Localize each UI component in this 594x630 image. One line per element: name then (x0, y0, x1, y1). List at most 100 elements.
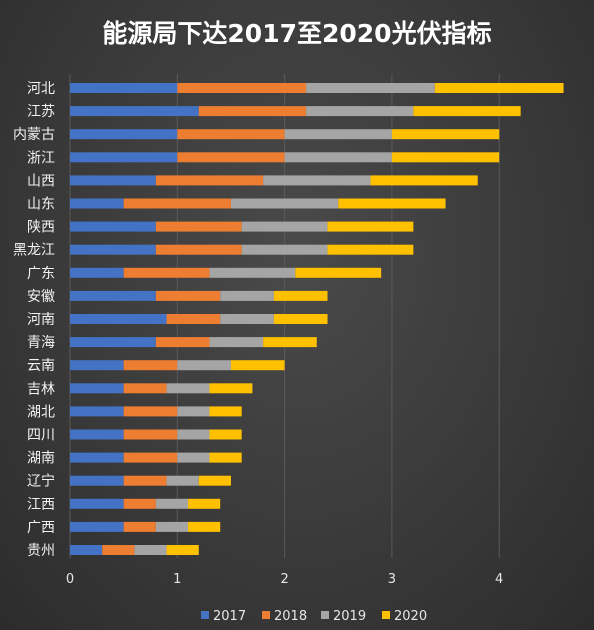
bar-2017-7 (70, 244, 156, 255)
category-label: 黑龙江 (13, 243, 55, 259)
bar-2017-0 (70, 83, 178, 93)
bar-2019-14 (177, 406, 210, 417)
bar-2019-17 (166, 475, 199, 486)
bar-2018-6 (155, 221, 242, 232)
category-label: 安徽 (27, 289, 55, 305)
x-tick-label: 2 (280, 572, 288, 587)
bar-2019-5 (230, 198, 339, 209)
bar-2020-18 (188, 498, 221, 509)
bar-2017-9 (70, 290, 156, 301)
category-label: 吉林 (27, 381, 55, 397)
x-axis-ticks: 0 1 2 3 4 (66, 572, 503, 587)
legend-swatch-2020 (382, 611, 390, 619)
bar-2017-17 (70, 475, 124, 486)
category-label: 广西 (27, 520, 55, 536)
category-label: 浙江 (27, 150, 55, 166)
bar-2020-5 (338, 198, 446, 209)
category-label: 四川 (27, 428, 55, 444)
legend-swatch-2017 (201, 611, 209, 619)
bar-2019-19 (155, 521, 189, 532)
bar-2017-19 (70, 521, 124, 532)
bar-2020-16 (209, 452, 242, 463)
bar-2019-13 (166, 383, 210, 394)
bar-2018-0 (177, 83, 307, 93)
bar-2020-6 (327, 221, 414, 232)
legend-swatch-2019 (321, 611, 329, 619)
bar-2020-10 (273, 314, 328, 324)
bar-2017-1 (70, 106, 199, 117)
bar-2019-12 (177, 360, 231, 371)
bar-2018-1 (198, 106, 307, 117)
bar-2018-3 (177, 152, 285, 163)
bar-2017-2 (70, 129, 178, 140)
legend-label-2017: 2017 (213, 609, 246, 624)
bar-2020-20 (166, 545, 199, 555)
bar-2017-14 (70, 406, 124, 417)
bar-2018-2 (177, 129, 285, 140)
bar-2018-5 (123, 198, 231, 209)
bar-2019-0 (306, 83, 435, 93)
bar-2018-16 (123, 452, 178, 463)
bar-2019-20 (134, 545, 167, 555)
bar-2018-7 (155, 244, 242, 255)
bar-2020-13 (209, 383, 253, 394)
category-label: 青海 (27, 335, 55, 351)
bar-2018-15 (123, 429, 178, 440)
bar-2017-10 (70, 314, 167, 324)
legend-label-2019: 2019 (333, 609, 366, 624)
bar-2020-0 (434, 83, 564, 93)
bar-2018-13 (123, 383, 167, 394)
bar-2020-12 (230, 360, 285, 371)
legend: 2017 2018 2019 2020 (201, 609, 427, 624)
x-tick-label: 1 (173, 572, 181, 587)
bar-2020-1 (413, 106, 521, 117)
bar-2019-1 (306, 106, 414, 117)
category-label: 河南 (27, 312, 55, 328)
category-label: 河北 (27, 81, 55, 97)
bar-2017-8 (70, 267, 124, 278)
bar-2018-10 (166, 314, 221, 324)
bar-2018-11 (155, 337, 210, 348)
x-tick-label: 3 (388, 572, 396, 587)
bar-2018-19 (123, 521, 156, 532)
category-label: 贵州 (27, 543, 55, 559)
bars (70, 83, 564, 555)
bar-2018-18 (123, 498, 156, 509)
category-label: 江西 (27, 497, 55, 513)
bar-2018-17 (123, 475, 167, 486)
bar-2019-10 (220, 314, 274, 324)
x-tick-label: 4 (495, 572, 503, 587)
bar-2018-12 (123, 360, 178, 371)
bar-2019-15 (177, 429, 210, 440)
category-label: 辽宁 (27, 473, 55, 490)
bar-2017-6 (70, 221, 156, 232)
bar-2019-16 (177, 452, 210, 463)
bar-2019-6 (241, 221, 328, 232)
bar-2018-20 (102, 545, 135, 555)
bar-2019-7 (241, 244, 328, 255)
category-label: 陕西 (27, 220, 55, 236)
category-label: 湖北 (27, 404, 55, 420)
bar-2020-9 (273, 290, 328, 301)
bar-2019-9 (220, 290, 274, 301)
category-label: 湖南 (27, 451, 55, 467)
bar-2020-4 (370, 175, 478, 186)
bar-2017-12 (70, 360, 124, 371)
bar-2017-5 (70, 198, 124, 209)
chart-title: 能源局下达2017至2020光伏指标 (102, 19, 491, 48)
bar-2018-8 (123, 267, 210, 278)
bar-2020-15 (209, 429, 242, 440)
bar-2018-4 (155, 175, 264, 186)
legend-label-2018: 2018 (274, 609, 307, 624)
bar-2019-4 (263, 175, 371, 186)
bar-2020-2 (391, 129, 500, 140)
bar-2019-18 (155, 498, 189, 509)
bar-2020-3 (391, 152, 500, 163)
category-labels: 河北江苏内蒙古浙江山西山东陕西黑龙江广东安徽河南青海云南吉林湖北四川湖南辽宁江西… (13, 81, 55, 559)
legend-swatch-2018 (262, 611, 270, 619)
bar-2017-16 (70, 452, 124, 463)
legend-label-2020: 2020 (394, 609, 427, 624)
category-label: 广东 (27, 266, 55, 282)
bar-2017-13 (70, 383, 124, 394)
